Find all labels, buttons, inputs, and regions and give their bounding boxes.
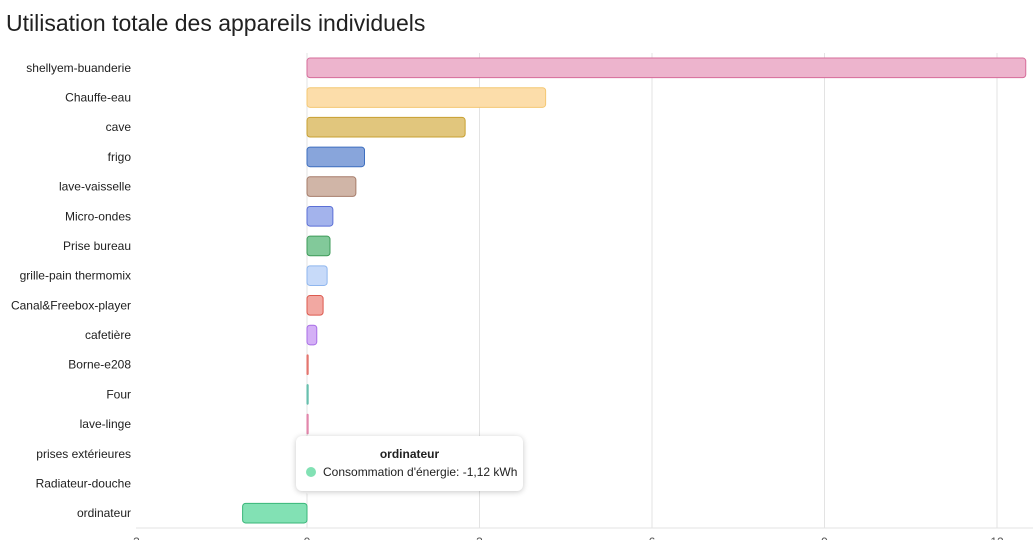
y-tick-label: Radiateur-douche — [36, 476, 132, 490]
x-tick-label: -3 — [129, 535, 140, 540]
bar — [306, 146, 365, 168]
bar — [306, 176, 357, 197]
bar — [306, 235, 331, 257]
bar — [306, 87, 547, 108]
y-tick-label: Four — [106, 387, 131, 401]
x-tick-label: 0 — [304, 535, 311, 540]
bar — [306, 57, 1027, 79]
y-tick-label: Borne-e208 — [68, 358, 131, 372]
y-tick-label: Canal&Freebox-player — [11, 298, 131, 312]
tooltip-row: Consommation d'énergie: -1,12 kWh — [306, 465, 517, 479]
x-tick-label: 6 — [649, 535, 656, 540]
y-tick-label: shellyem-buanderie — [26, 61, 131, 75]
x-tick-label: 3 — [476, 535, 483, 540]
bar — [242, 502, 308, 524]
bar — [306, 205, 334, 227]
y-tick-label: frigo — [108, 150, 132, 164]
bar — [306, 265, 328, 286]
x-tick-label: 9 — [821, 535, 828, 540]
chart-tooltip: ordinateur Consommation d'énergie: -1,12… — [296, 436, 523, 491]
bar — [306, 384, 309, 405]
chart-title: Utilisation totale des appareils individ… — [6, 10, 426, 36]
y-tick-label: Micro-ondes — [65, 209, 131, 223]
y-tick-label: lave-linge — [80, 417, 132, 431]
tooltip-color-dot — [306, 467, 316, 477]
y-tick-label: Prise bureau — [63, 239, 131, 253]
y-tick-label: Chauffe-eau — [65, 91, 131, 105]
x-tick-label: 12 — [990, 535, 1004, 540]
y-tick-label: grille-pain thermomix — [20, 269, 131, 283]
y-tick-label: ordinateur — [77, 506, 131, 520]
bar — [306, 324, 318, 346]
bar — [306, 354, 309, 376]
bar — [306, 116, 466, 138]
bar — [306, 295, 324, 316]
y-tick-label: cave — [106, 120, 132, 134]
tooltip-label: Consommation d'énergie: -1,12 kWh — [323, 465, 518, 479]
y-tick-label: cafetière — [85, 328, 131, 342]
y-tick-label: lave-vaisselle — [59, 180, 131, 194]
tooltip-title: ordinateur — [379, 447, 440, 461]
y-tick-label: prises extérieures — [36, 447, 131, 461]
bar — [306, 413, 309, 435]
